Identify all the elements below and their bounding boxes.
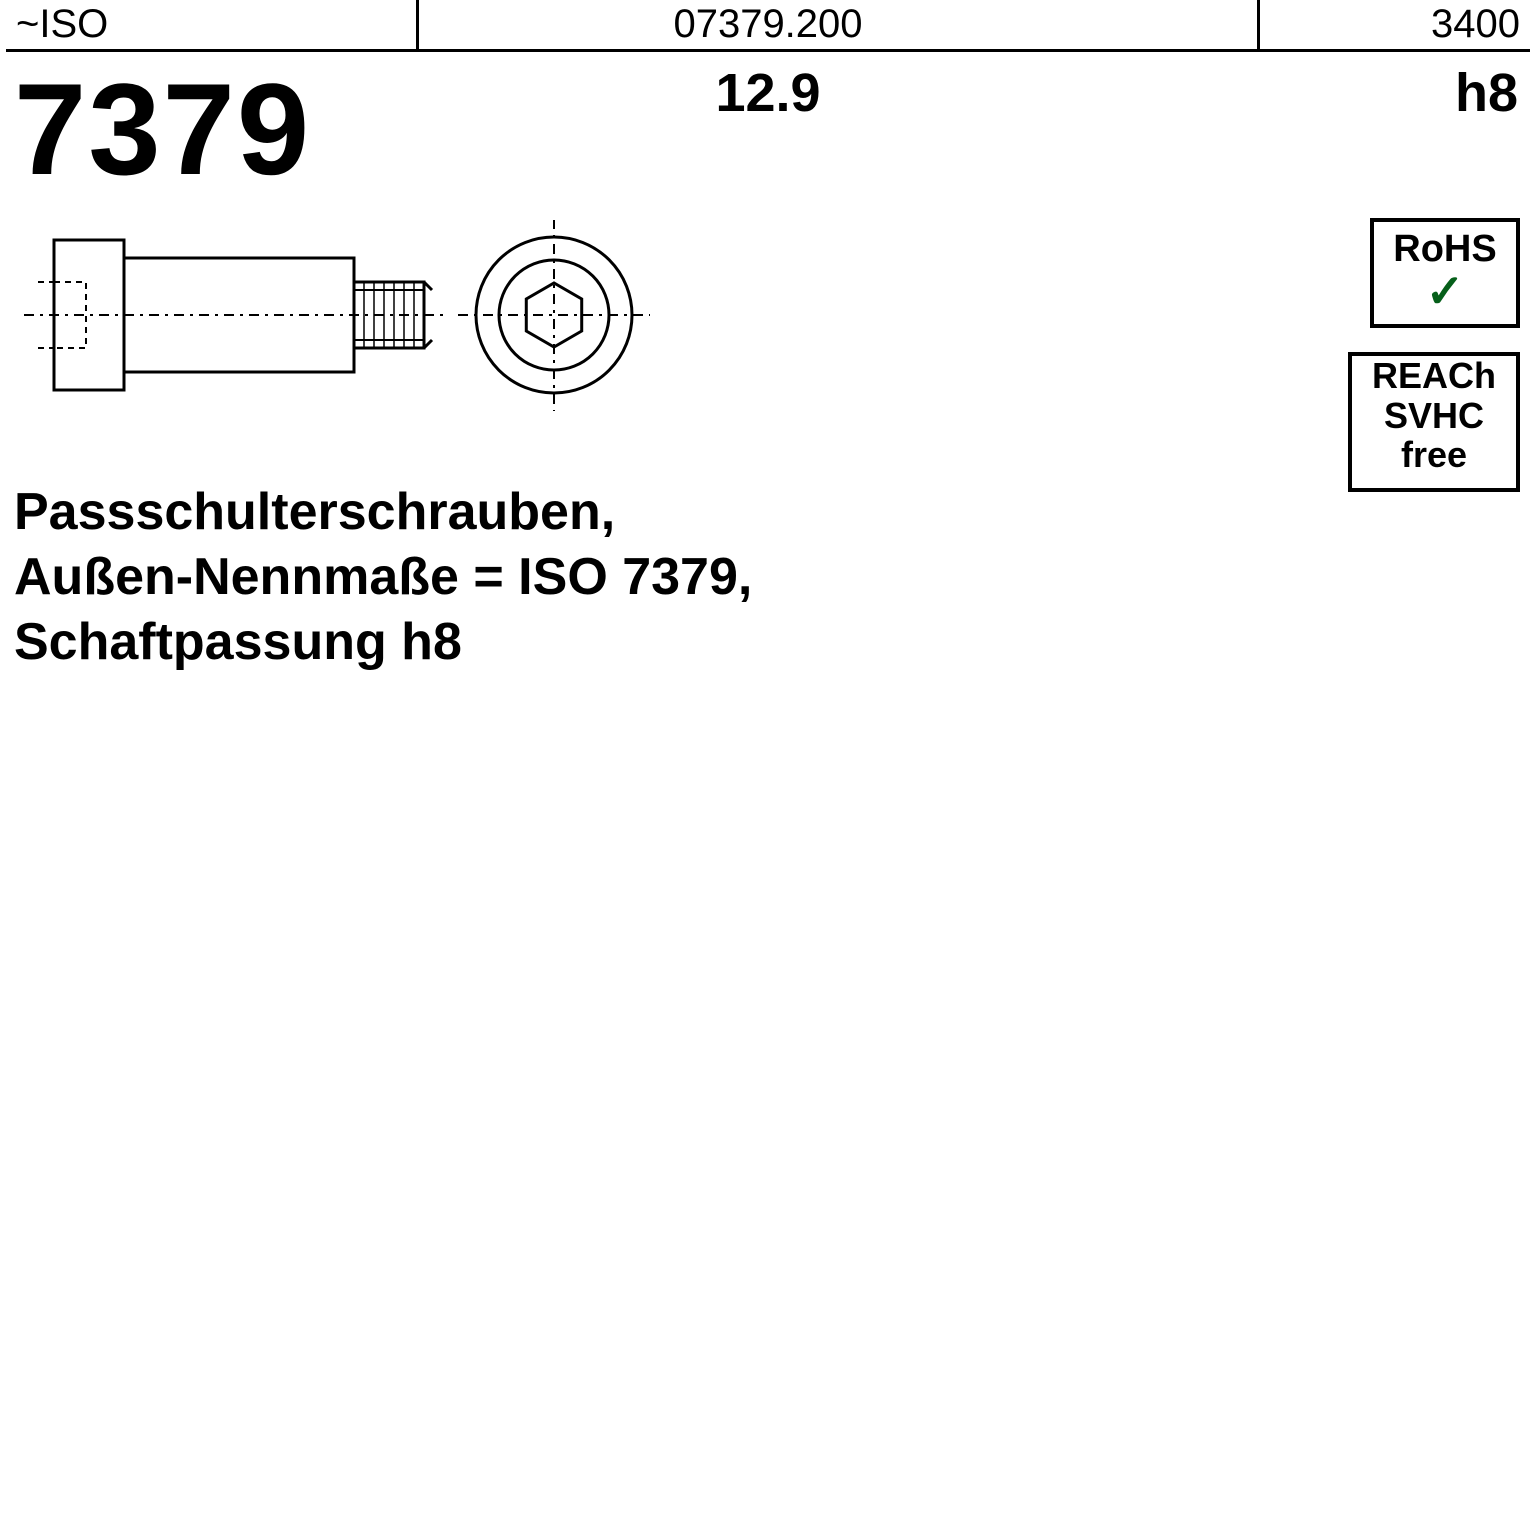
reach-line: SVHC [1352, 396, 1516, 436]
header-standard: ~ISO [16, 2, 108, 47]
reach-line: free [1352, 435, 1516, 475]
header-code: 07379.200 [673, 2, 862, 47]
reach-badge: REACh SVHC free [1348, 352, 1520, 492]
part-number: 7379 [14, 54, 311, 204]
property-class: 12.9 [715, 62, 820, 124]
description-line: Schaftpassung h8 [14, 610, 752, 675]
header-divider-1 [416, 0, 419, 52]
header-row: ~ISO 07379.200 3400 [6, 0, 1530, 52]
header-divider-2 [1257, 0, 1260, 52]
description-block: Passschulterschrauben, Außen-Nennmaße = … [14, 480, 752, 675]
rohs-badge: RoHS ✓ [1370, 218, 1520, 328]
reach-line: REACh [1352, 356, 1516, 396]
check-icon: ✓ [1374, 271, 1516, 312]
description-line: Passschulterschrauben, [14, 480, 752, 545]
description-line: Außen-Nennmaße = ISO 7379, [14, 545, 752, 610]
header-number: 3400 [1431, 2, 1520, 47]
technical-drawing [14, 220, 664, 440]
tolerance-class: h8 [1455, 62, 1518, 124]
